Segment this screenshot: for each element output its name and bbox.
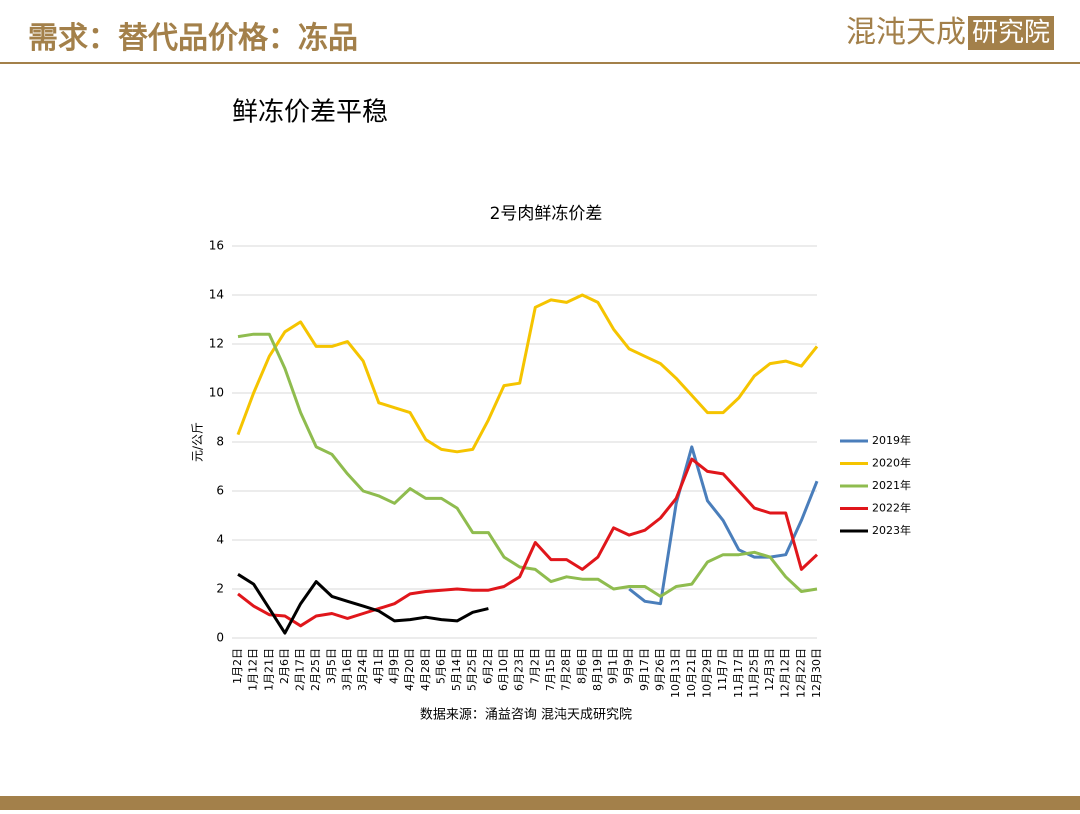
x-tick-label: 2月25日 (309, 648, 322, 691)
x-tick-label: 1月21日 (262, 648, 275, 691)
y-tick-label: 2 (216, 582, 224, 596)
x-tick-label: 4月1日 (372, 648, 385, 684)
x-tick-label: 3月16日 (341, 648, 354, 691)
legend-label: 2020年 (872, 456, 911, 470)
x-tick-label: 11月17日 (732, 648, 745, 698)
header-title: 需求：替代品价格：冻品 (28, 21, 358, 56)
x-tick-label: 1月12日 (247, 648, 260, 691)
y-axis-label: 元/公斤 (191, 422, 205, 462)
y-tick-label: 10 (209, 386, 224, 400)
x-tick-label: 12月12日 (779, 648, 792, 698)
x-tick-label: 7月15日 (544, 648, 557, 691)
x-tick-label: 3月5日 (325, 648, 338, 684)
series-line (628, 445, 819, 606)
y-tick-label: 4 (216, 533, 224, 547)
logo-box (968, 16, 1054, 50)
x-tick-label: 5月25日 (466, 648, 479, 691)
x-tick-label: 2月17日 (294, 648, 307, 691)
chart-title: 2号肉鲜冻价差 (490, 204, 603, 224)
x-tick-label: 4月9日 (387, 648, 400, 684)
y-tick-label: 14 (209, 288, 224, 302)
series-line (236, 293, 819, 454)
source: 数据来源：涌益咨询 混沌天成研究院 (420, 708, 632, 723)
x-tick-label: 9月9日 (622, 648, 635, 684)
x-tick-label: 12月22日 (794, 648, 807, 698)
x-tick-label: 11月7日 (716, 648, 729, 691)
x-tick-label: 8月6日 (575, 648, 588, 684)
x-tick-label: 10月21日 (685, 648, 698, 698)
x-tick-label: 4月28日 (419, 648, 432, 691)
x-tick-label: 5月14日 (450, 648, 463, 691)
series-line (237, 573, 489, 635)
legend-label: 2023年 (872, 523, 911, 537)
x-tick-label: 9月17日 (638, 648, 651, 691)
x-tick-label: 12月30日 (810, 648, 823, 698)
x-tick-label: 10月29日 (700, 648, 713, 698)
x-tick-label: 11月25日 (747, 648, 760, 698)
x-tick-label: 8月19日 (591, 648, 604, 691)
x-tick-label: 2月6日 (278, 648, 291, 684)
x-tick-label: 3月24日 (356, 648, 369, 691)
x-tick-label: 9月1日 (607, 648, 620, 684)
y-tick-label: 0 (216, 631, 224, 645)
subtitle: 鲜冻价差平稳 (232, 98, 388, 128)
logo-box-text: 研究院 (972, 18, 1050, 48)
series-line (237, 332, 818, 598)
series-line (237, 457, 819, 628)
x-tick-label: 4月20日 (403, 648, 416, 691)
legend-label: 2021年 (872, 478, 911, 492)
legend-label: 2022年 (872, 501, 911, 515)
legend-label: 2019年 (872, 433, 911, 447)
x-tick-label: 7月28日 (560, 648, 573, 691)
logo: 混沌天成 (846, 15, 966, 50)
x-tick-label: 7月2日 (528, 648, 541, 684)
x-tick-label: 6月23日 (513, 648, 526, 691)
x-tick-label: 9月26日 (654, 648, 667, 691)
x-tick-label: 6月10日 (497, 648, 510, 691)
y-tick-label: 12 (209, 337, 224, 351)
y-tick-label: 16 (209, 239, 224, 253)
y-tick-label: 6 (216, 484, 224, 498)
footer-bar (0, 796, 1080, 810)
x-tick-label: 12月3日 (763, 648, 776, 691)
y-tick-label: 8 (216, 435, 224, 449)
x-tick-label: 6月2日 (481, 648, 494, 684)
x-tick-label: 5月6日 (434, 648, 447, 684)
x-tick-label: 1月2日 (231, 648, 244, 684)
x-tick-label: 10月13日 (669, 648, 682, 698)
